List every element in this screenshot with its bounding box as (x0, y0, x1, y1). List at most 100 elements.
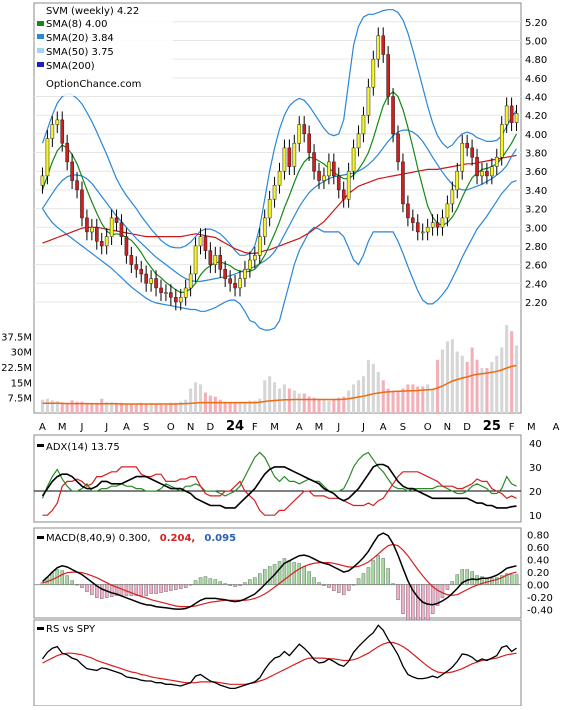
candle (297, 124, 302, 144)
macd-histogram-bar (376, 555, 381, 585)
macd-histogram-bar (465, 569, 469, 585)
macd-histogram-bar (139, 584, 143, 596)
adx-line (41, 463, 517, 509)
candle (208, 250, 213, 265)
macd-histogram-bar (282, 558, 287, 585)
macd-histogram-bar (302, 566, 307, 585)
volume-bar (253, 400, 257, 413)
macd-histogram-bar (159, 584, 163, 593)
legend-swatch-sma50 (37, 48, 44, 53)
volume-bar (65, 402, 69, 413)
candle (188, 273, 193, 289)
volume-bar (440, 349, 444, 413)
macd-histogram-bar (238, 584, 242, 586)
volume-bar (515, 345, 519, 413)
macd-histogram-bar (228, 584, 232, 586)
candle (60, 119, 65, 144)
macd-histogram-bar (40, 582, 45, 585)
macd-histogram-bar (193, 580, 198, 585)
volume-bar (119, 402, 123, 413)
x-tick-label: M (527, 422, 536, 433)
price-tick-label: 5.20 (525, 18, 547, 29)
volume-bar (134, 403, 138, 413)
candle (109, 217, 114, 237)
volume-bar (366, 359, 370, 413)
macd-histogram-bar (307, 571, 311, 585)
candle (292, 142, 297, 167)
volume-bar (129, 403, 133, 413)
minus-di-line (42, 466, 517, 516)
macd-signal-line (42, 543, 517, 608)
x-tick-label: J (336, 422, 340, 433)
legend-watermark: OptionChance.com (46, 79, 141, 90)
rs-label: RS vs SPY (46, 624, 96, 635)
candle (257, 236, 262, 256)
candle (149, 278, 153, 284)
macd-tick-label: -0.20 (527, 593, 553, 604)
candle (415, 222, 420, 233)
volume-bar (332, 398, 336, 413)
macd-histogram-bar (381, 558, 386, 585)
macd-histogram-bar (258, 573, 262, 585)
candle (346, 170, 351, 200)
volume-bar (70, 400, 74, 413)
macd-histogram-bar (430, 584, 435, 614)
candle (460, 142, 465, 172)
macd-histogram-bar (317, 582, 321, 585)
volume-bar (45, 398, 49, 413)
macd-tick-label: -0.40 (527, 606, 553, 617)
volume-tick-label: 15M (11, 378, 32, 389)
macd-line (41, 532, 517, 610)
volume-bar (50, 400, 54, 413)
volume-bar (431, 388, 435, 413)
candle (75, 180, 79, 191)
volume-bar (85, 402, 89, 413)
macd-histogram-bar (277, 561, 282, 585)
volume-bar (371, 363, 375, 413)
candle (480, 170, 484, 177)
candle (327, 161, 331, 177)
macd-histogram-bar (267, 566, 272, 585)
macd-hist-label: 0.095 (204, 533, 236, 544)
candle (341, 189, 346, 200)
candle (401, 161, 405, 205)
macd-histogram-bar (99, 584, 104, 599)
volume-tick-label: 7.5M (7, 394, 32, 405)
macd-histogram-bar (188, 584, 193, 586)
macd-histogram-bar (509, 574, 514, 585)
volume-bar (312, 397, 316, 413)
macd-histogram-bar (342, 584, 346, 595)
volume-bar (317, 398, 321, 413)
volume-bar (124, 403, 128, 413)
macd-histogram-bar (460, 569, 465, 585)
volume-bar (302, 393, 306, 413)
macd-histogram-bar (401, 584, 405, 614)
volume-bar (282, 384, 286, 413)
macd-histogram-bar (129, 584, 134, 596)
candle (70, 161, 74, 181)
macd-histogram-bar (95, 584, 99, 598)
svg-text:MACD(8,40,9) 0.300, 0.: MACD(8,40,9) 0.300, 0.204, 0.095 (46, 533, 236, 544)
legend-title: SVM (weekly) 4.22 (46, 6, 139, 17)
x-tick-label: S (143, 422, 149, 433)
price-tick-label: 4.40 (525, 93, 547, 104)
volume-bar (139, 402, 143, 413)
macd-histogram-bar (500, 575, 504, 585)
macd-histogram-bar (169, 584, 173, 591)
macd-histogram-bar (322, 584, 326, 586)
candle (504, 105, 509, 125)
volume-bar (184, 399, 188, 413)
volume-bar (292, 390, 296, 413)
volume-bar (347, 390, 351, 413)
candle (203, 236, 208, 251)
volume-bar (386, 388, 390, 413)
macd-tick-label: 0.80 (527, 530, 549, 541)
candle (114, 217, 119, 223)
volume-bar (218, 399, 222, 413)
x-tick-label: J (79, 422, 83, 433)
candle (494, 156, 499, 167)
candle (228, 278, 232, 284)
macd-histogram-bar (85, 584, 89, 592)
macd-histogram-bar (178, 584, 183, 589)
volume-bar (149, 402, 153, 413)
